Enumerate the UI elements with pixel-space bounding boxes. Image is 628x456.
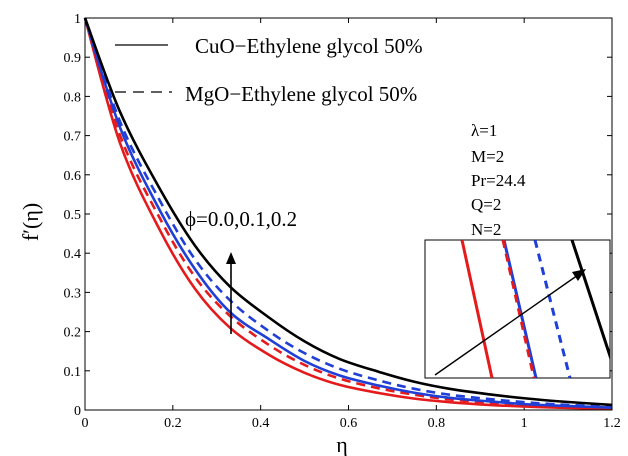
param-m: M=2 xyxy=(471,147,504,166)
x-tick-label: 1.2 xyxy=(603,416,621,431)
axis-ticks: 0 0.2 0.4 0.6 0.8 1 1.2 0 0.1 0.2 0.3 0.4 0.5 0.6 0.7 0… xyxy=(64,12,621,431)
series-line-3 xyxy=(83,17,613,409)
parameter-list: λ=1 M=2 Pr=24.4 Q=2 N=2 xyxy=(471,121,526,239)
legend-label-mgo: MgO−Ethylene glycol 50% xyxy=(185,82,417,106)
series-line-4 xyxy=(83,17,613,407)
phi-annotation: ϕ=0.0,0.1,0.2 xyxy=(185,207,297,231)
phi-arrow xyxy=(226,252,236,334)
inset-zoom xyxy=(424,239,611,379)
y-tick-label: 0.2 xyxy=(64,326,82,341)
y-tick-label: 0.7 xyxy=(64,130,82,145)
series-line-2 xyxy=(83,17,613,409)
y-tick-label: 0.1 xyxy=(64,365,82,380)
y-tick-label: 0.3 xyxy=(64,286,82,301)
inset-line-2 xyxy=(501,240,536,378)
param-q: Q=2 xyxy=(471,195,501,214)
param-n: N=2 xyxy=(471,220,501,239)
x-tick-label: 0.8 xyxy=(428,416,446,431)
y-tick-label: 1 xyxy=(74,12,81,27)
param-pr: Pr=24.4 xyxy=(471,171,526,190)
inset-lines xyxy=(460,240,610,378)
inset-line-4 xyxy=(570,240,610,361)
x-tick-label: 0.2 xyxy=(164,416,182,431)
series-lines xyxy=(83,17,613,411)
x-tick-label: 1 xyxy=(521,416,528,431)
x-tick-label: 0 xyxy=(82,416,89,431)
inset-arrow xyxy=(434,269,586,376)
inset-line-3 xyxy=(533,240,572,378)
y-tick-label: 0.5 xyxy=(64,208,82,223)
param-lambda: λ=1 xyxy=(471,121,497,140)
legend-label-cuo: CuO−Ethylene glycol 50% xyxy=(195,34,423,58)
y-tick-label: 0.4 xyxy=(64,247,82,262)
legend: CuO−Ethylene glycol 50% MgO−Ethylene gly… xyxy=(115,34,423,106)
x-tick-label: 0.4 xyxy=(252,416,270,431)
y-tick-label: 0.6 xyxy=(64,169,82,184)
y-tick-label: 0.9 xyxy=(64,51,82,66)
y-axis-title: f′(η) xyxy=(18,203,43,241)
x-axis-title: η xyxy=(336,432,348,456)
inset-line-0 xyxy=(460,240,494,378)
y-tick-label: 0.8 xyxy=(64,90,82,105)
y-tick-label: 0 xyxy=(74,404,81,419)
plot-frame xyxy=(84,17,613,411)
x-tick-label: 0.6 xyxy=(340,416,358,431)
series-line-0 xyxy=(83,17,613,411)
